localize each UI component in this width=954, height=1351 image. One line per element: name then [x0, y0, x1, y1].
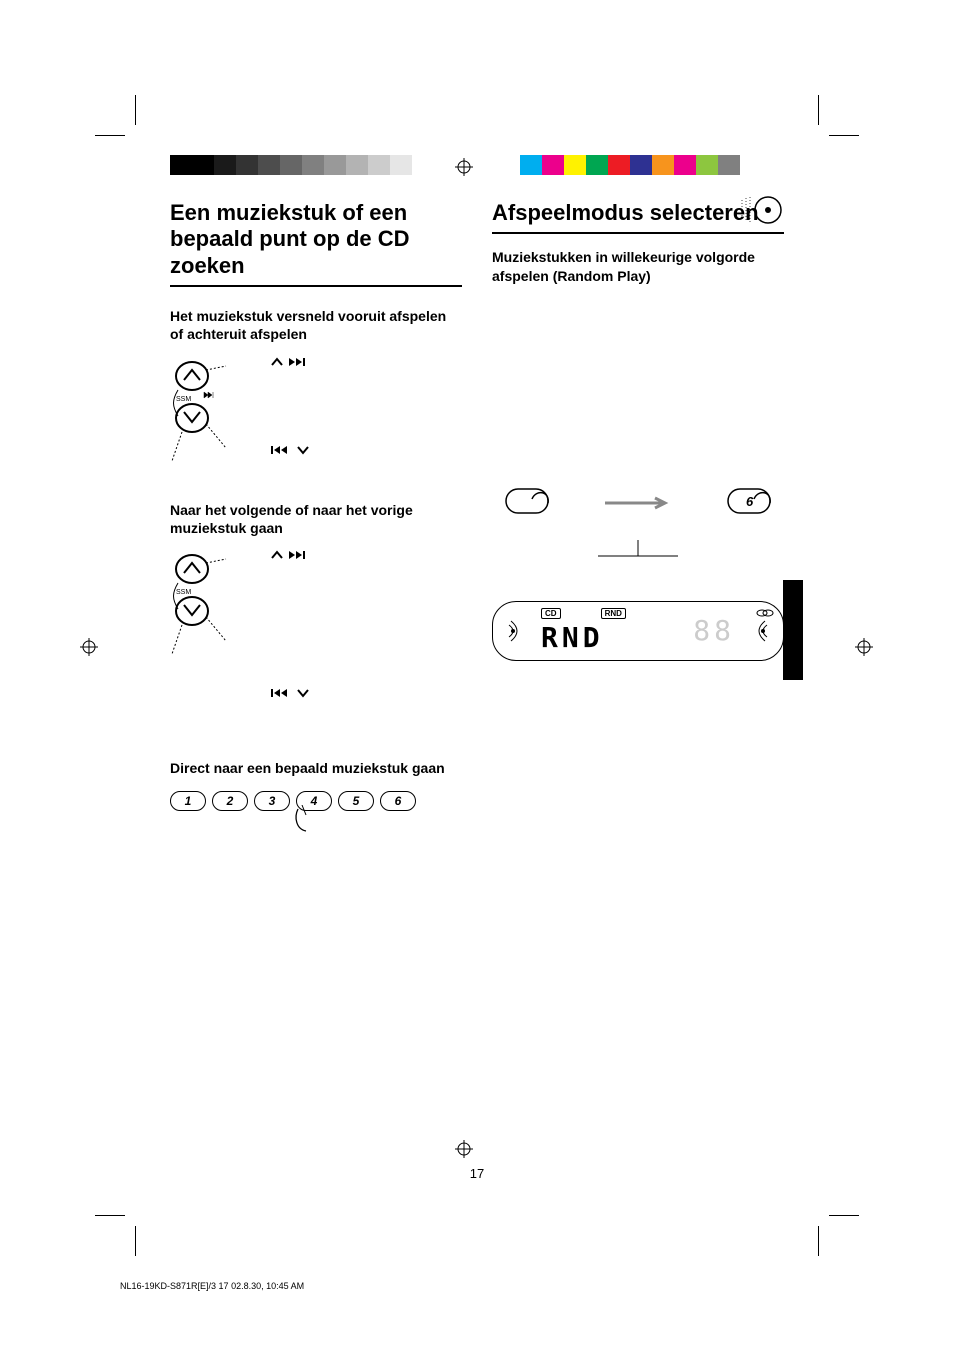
- crop-mark-tl-v: [135, 95, 136, 125]
- registration-mark-left-icon: [80, 638, 98, 656]
- swatch: [280, 155, 302, 175]
- speaker-left-icon: [507, 611, 527, 651]
- chevron-up-icon: [270, 356, 284, 368]
- preset-button-5: 5: [338, 791, 374, 811]
- swatch: [170, 155, 192, 175]
- diagram-ffwd-rev: SSM: [170, 356, 462, 471]
- page: Een muziekstuk of een bepaald punt op de…: [0, 0, 954, 1351]
- swatch: [214, 155, 236, 175]
- swatch: [674, 155, 696, 175]
- subhead-fast-fwd-rev: Het muziekstuk versneld vooruit afspelen…: [170, 307, 462, 343]
- diagram-next-prev: SSM: [170, 549, 462, 699]
- prev-track-icon: [270, 687, 292, 699]
- swatch: [608, 155, 630, 175]
- registration-mark-bottom-icon: [455, 1140, 473, 1158]
- callout-line: [492, 538, 784, 571]
- updown-button-illustration-2: SSM: [170, 549, 240, 664]
- color-calibration-bar: [520, 155, 740, 175]
- chevron-down-icon: [296, 444, 310, 456]
- crop-mark-br-h: [829, 1215, 859, 1216]
- swatch: [192, 155, 214, 175]
- arrow-right-icon: [603, 496, 673, 515]
- swatch: [564, 155, 586, 175]
- swatch: [368, 155, 390, 175]
- press-hand-icon: [502, 485, 552, 526]
- left-heading-line2: bepaald punt op de CD zoeken: [170, 226, 410, 277]
- subhead-random-play: Muziekstukken in willekeurige volgorde a…: [492, 248, 784, 284]
- left-heading-line1: Een muziekstuk of een: [170, 200, 407, 225]
- swatch: [236, 155, 258, 175]
- up-next-glyph: [270, 356, 310, 368]
- ssm-label: SSM: [176, 396, 191, 403]
- crop-mark-tl-h: [95, 135, 125, 136]
- crop-mark-br-v: [818, 1226, 819, 1256]
- swatch: [302, 155, 324, 175]
- subhead-next-prev-track: Naar het volgende of naar het vorige muz…: [170, 501, 462, 537]
- glyph-labels-track: [270, 549, 310, 699]
- updown-button-illustration: SSM: [170, 356, 240, 471]
- lcd-cd-tag: CD: [541, 608, 561, 619]
- down-prev-glyph-2: [270, 687, 310, 699]
- number-button-row: 123456: [170, 791, 462, 811]
- grayscale-calibration-bar: [170, 155, 412, 175]
- cd-changer-icon: [755, 606, 775, 624]
- press-finger-icon: [290, 805, 314, 840]
- lcd-display: CD RND RND 88: [492, 601, 784, 661]
- chevron-up-icon: [270, 549, 284, 561]
- swatch: [324, 155, 346, 175]
- page-number: 17: [0, 1166, 954, 1181]
- swatch: [718, 155, 740, 175]
- thumb-index-tab: [783, 580, 803, 680]
- crop-mark-tr-h: [829, 135, 859, 136]
- preset-6-button-illustration: 6: [724, 485, 774, 526]
- random-play-diagram: 6: [492, 485, 784, 661]
- preset-button-6: 6: [380, 791, 416, 811]
- chevron-down-icon: [296, 687, 310, 699]
- lcd-rnd-text: RND: [541, 621, 604, 654]
- fast-forward-icon: [288, 356, 310, 368]
- lcd-track-number: 88: [693, 614, 735, 647]
- next-track-icon: [204, 392, 213, 398]
- swatch: [390, 155, 412, 175]
- swatch: [520, 155, 542, 175]
- next-track-icon: [288, 549, 310, 561]
- subhead-direct-track: Direct naar een bepaald muziekstuk gaan: [170, 759, 462, 777]
- preset-button-3: 3: [254, 791, 290, 811]
- crop-mark-tr-v: [818, 95, 819, 125]
- up-next-glyph-2: [270, 549, 310, 561]
- ssm-label-2: SSM: [176, 589, 191, 596]
- footer-imprint: NL16-19KD-S871R[E]/3 17: [120, 1281, 304, 1291]
- swatch: [586, 155, 608, 175]
- swatch: [696, 155, 718, 175]
- registration-mark-right-icon: [855, 638, 873, 656]
- glyph-labels-ffwd: [270, 356, 310, 456]
- down-prev-glyph: [270, 444, 310, 456]
- content-area: Een muziekstuk of een bepaald punt op de…: [170, 200, 784, 811]
- lcd-rnd-tag: RND: [601, 608, 626, 619]
- swatch: [652, 155, 674, 175]
- swatch: [542, 155, 564, 175]
- right-heading: Afspeelmodus selecteren: [492, 200, 784, 234]
- six-button-label: 6: [746, 494, 754, 509]
- preset-button-2: 2: [212, 791, 248, 811]
- swatch: [258, 155, 280, 175]
- rewind-icon: [270, 444, 292, 456]
- swatch: [346, 155, 368, 175]
- crop-mark-bl-h: [95, 1215, 125, 1216]
- crop-mark-bl-v: [135, 1226, 136, 1256]
- right-column: Afspeelmodus selecteren Muziekstukken in…: [492, 200, 784, 811]
- left-column: Een muziekstuk of een bepaald punt op de…: [170, 200, 462, 811]
- left-heading: Een muziekstuk of een bepaald punt op de…: [170, 200, 462, 287]
- registration-mark-top-icon: [455, 158, 473, 176]
- preset-button-1: 1: [170, 791, 206, 811]
- swatch: [630, 155, 652, 175]
